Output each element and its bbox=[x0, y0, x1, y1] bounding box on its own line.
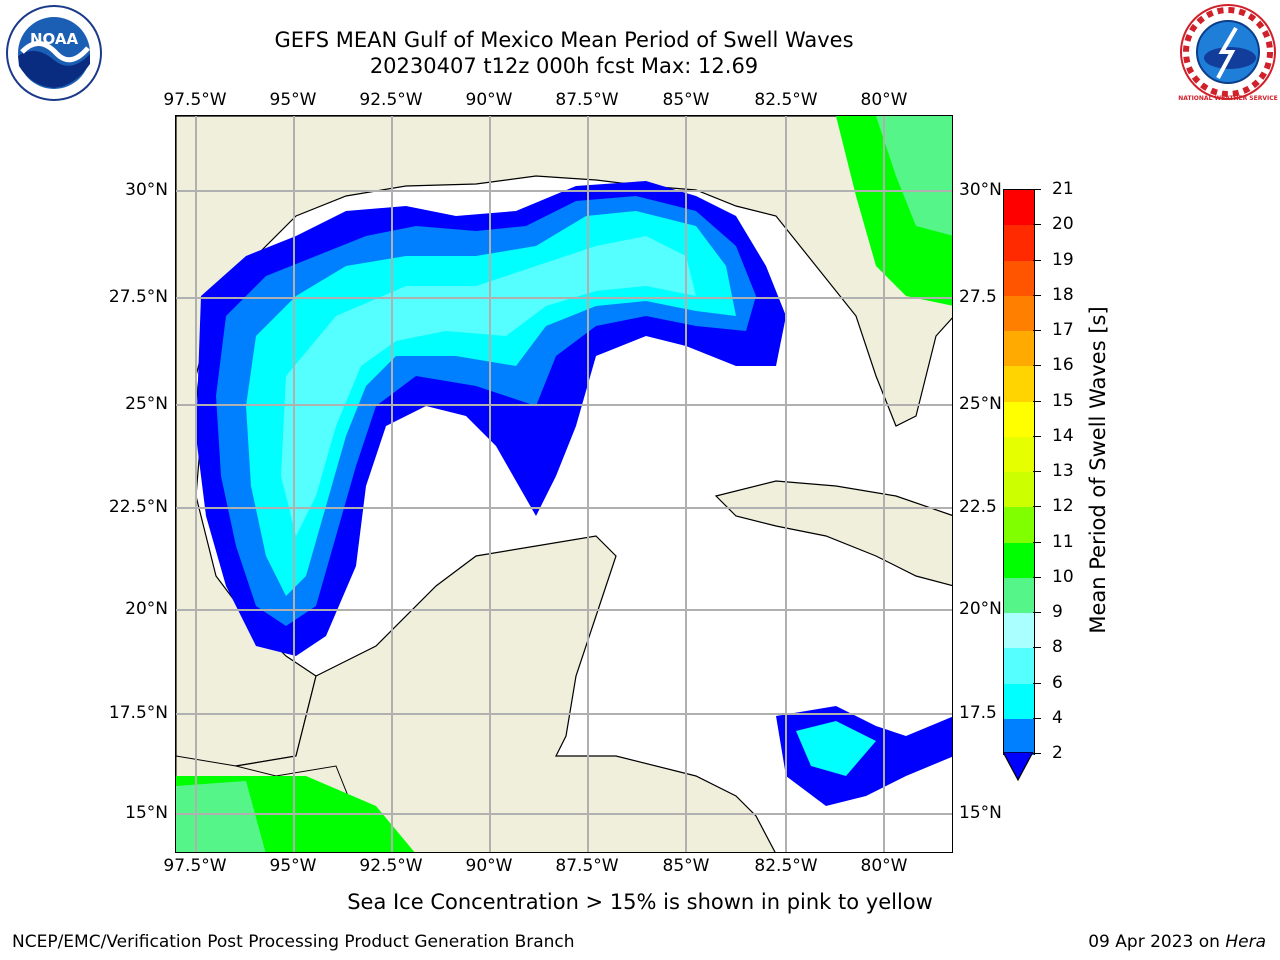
colorbar-segment bbox=[1004, 719, 1034, 755]
nws-logo: NATIONAL WEATHER SERVICE bbox=[1178, 2, 1278, 102]
lon-tick-top-2: 95°W bbox=[270, 90, 317, 110]
lon-tick-top-7: 82.5°W bbox=[754, 90, 817, 110]
colorbar-tick bbox=[1033, 436, 1041, 437]
colorbar-title: Mean Period of Swell Waves [s] bbox=[1086, 306, 1110, 633]
colorbar-segment bbox=[1004, 296, 1034, 332]
colorbar-tick bbox=[1033, 471, 1041, 472]
date-text: 09 Apr 2023 on Hera bbox=[1088, 932, 1266, 952]
colorbar-segment bbox=[1004, 472, 1034, 508]
colorbar-segment bbox=[1004, 225, 1034, 261]
lat-tick-right-3: 25°N bbox=[959, 394, 1002, 414]
colorbar-tick bbox=[1033, 224, 1041, 225]
map-canvas bbox=[176, 116, 953, 853]
lat-tick-right-6: 17.5 bbox=[959, 703, 997, 723]
date-machine: Hera bbox=[1225, 932, 1266, 952]
lon-tick-bottom-3: 92.5°W bbox=[359, 856, 422, 876]
colorbar-segment bbox=[1004, 261, 1034, 297]
colorbar-tick bbox=[1033, 295, 1041, 296]
colorbar-segment bbox=[1004, 578, 1034, 614]
colorbar-label: 21 bbox=[1052, 179, 1074, 199]
lat-tick-right-4: 22.5 bbox=[959, 497, 997, 517]
colorbar-label: 15 bbox=[1052, 391, 1074, 411]
colorbar-label: 19 bbox=[1052, 250, 1074, 270]
lon-tick-top-8: 80°W bbox=[861, 90, 908, 110]
colorbar-tick bbox=[1033, 718, 1041, 719]
colorbar-tick bbox=[1033, 612, 1041, 613]
colorbar-segment bbox=[1004, 507, 1034, 543]
date-prefix: 09 Apr 2023 on bbox=[1088, 932, 1225, 952]
colorbar-segment bbox=[1004, 366, 1034, 402]
colorbar-label: 2 bbox=[1052, 743, 1063, 763]
land-cuba bbox=[716, 481, 953, 586]
map-subtitle: 20230407 t12z 000h fcst Max: 12.69 bbox=[170, 54, 958, 79]
lat-tick-left-4: 22.5°N bbox=[88, 497, 168, 517]
lat-tick-right-2: 27.5 bbox=[959, 287, 997, 307]
colorbar-label: 9 bbox=[1052, 602, 1063, 622]
colorbar-segment bbox=[1004, 613, 1034, 649]
map-panel bbox=[175, 115, 953, 853]
colorbar-label: 18 bbox=[1052, 285, 1074, 305]
credit-text: NCEP/EMC/Verification Post Processing Pr… bbox=[12, 932, 575, 952]
colorbar-segment bbox=[1004, 331, 1034, 367]
colorbar-tick bbox=[1033, 683, 1041, 684]
colorbar-segment bbox=[1004, 190, 1034, 226]
colorbar-segment bbox=[1004, 684, 1034, 720]
lat-tick-left-6: 17.5°N bbox=[88, 703, 168, 723]
lat-tick-left-7: 15°N bbox=[88, 803, 168, 823]
noaa-logo-text: NOAA bbox=[30, 30, 79, 48]
colorbar-label: 10 bbox=[1052, 567, 1074, 587]
colorbar-tick bbox=[1033, 577, 1041, 578]
colorbar-label: 17 bbox=[1052, 320, 1074, 340]
colorbar-tick bbox=[1033, 401, 1041, 402]
nws-ring-text: NATIONAL WEATHER SERVICE bbox=[1178, 95, 1277, 102]
lon-tick-top-6: 85°W bbox=[663, 90, 710, 110]
swell-field-caribbean bbox=[776, 706, 953, 806]
colorbar-label: 13 bbox=[1052, 461, 1074, 481]
colorbar-label: 6 bbox=[1052, 673, 1063, 693]
lon-tick-bottom-1: 97.5°W bbox=[163, 856, 226, 876]
colorbar-tick bbox=[1033, 753, 1041, 754]
colorbar-label: 20 bbox=[1052, 214, 1074, 234]
colorbar-label: 11 bbox=[1052, 532, 1074, 552]
lon-tick-top-4: 90°W bbox=[466, 90, 513, 110]
lat-tick-right-5: 20°N bbox=[959, 599, 1002, 619]
colorbar-segment bbox=[1004, 648, 1034, 684]
colorbar bbox=[1003, 189, 1035, 755]
lat-tick-left-1: 30°N bbox=[88, 180, 168, 200]
lon-tick-bottom-4: 90°W bbox=[466, 856, 513, 876]
lon-tick-top-1: 97.5°W bbox=[163, 90, 226, 110]
lat-tick-right-7: 15°N bbox=[959, 803, 1002, 823]
colorbar-segment bbox=[1004, 437, 1034, 473]
colorbar-tick bbox=[1033, 365, 1041, 366]
lon-tick-top-5: 87.5°W bbox=[555, 90, 618, 110]
sea-ice-note: Sea Ice Concentration > 15% is shown in … bbox=[0, 890, 1280, 914]
colorbar-extend-arrow bbox=[1003, 752, 1033, 782]
colorbar-tick bbox=[1033, 330, 1041, 331]
lat-tick-left-3: 25°N bbox=[88, 394, 168, 414]
colorbar-tick bbox=[1033, 542, 1041, 543]
colorbar-segment bbox=[1004, 402, 1034, 438]
lon-tick-top-3: 92.5°W bbox=[359, 90, 422, 110]
colorbar-label: 4 bbox=[1052, 708, 1063, 728]
lon-tick-bottom-2: 95°W bbox=[270, 856, 317, 876]
colorbar-tick bbox=[1033, 189, 1041, 190]
colorbar-label: 8 bbox=[1052, 637, 1063, 657]
colorbar-label: 16 bbox=[1052, 355, 1074, 375]
lon-tick-bottom-5: 87.5°W bbox=[555, 856, 618, 876]
colorbar-tick bbox=[1033, 506, 1041, 507]
colorbar-tick bbox=[1033, 260, 1041, 261]
colorbar-tick bbox=[1033, 647, 1041, 648]
lon-tick-bottom-7: 82.5°W bbox=[754, 856, 817, 876]
lon-tick-bottom-8: 80°W bbox=[861, 856, 908, 876]
colorbar-segment bbox=[1004, 543, 1034, 579]
colorbar-label: 14 bbox=[1052, 426, 1074, 446]
map-title: GEFS MEAN Gulf of Mexico Mean Period of … bbox=[170, 28, 958, 53]
lat-tick-left-2: 27.5°N bbox=[88, 287, 168, 307]
colorbar-label: 12 bbox=[1052, 496, 1074, 516]
lat-tick-right-1: 30°N bbox=[959, 180, 1002, 200]
lon-tick-bottom-6: 85°W bbox=[663, 856, 710, 876]
lat-tick-left-5: 20°N bbox=[88, 599, 168, 619]
noaa-logo: NOAA bbox=[5, 4, 103, 102]
